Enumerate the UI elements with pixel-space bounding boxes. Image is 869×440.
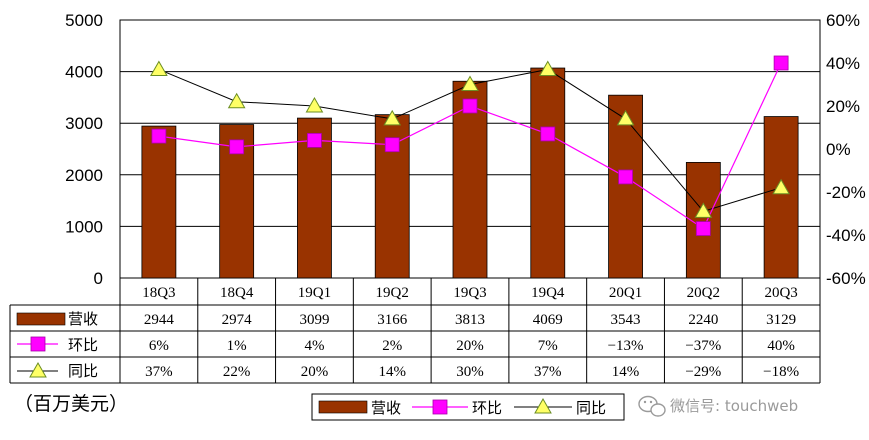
table-row-header-yoy: 同比	[68, 362, 98, 380]
left-tick-label: 1000	[65, 217, 103, 236]
watermark: 微信号: touchweb	[638, 395, 798, 417]
table-cell: 2974	[222, 312, 253, 328]
table-cell: 22%	[223, 364, 251, 380]
table-cell: −13%	[608, 338, 644, 354]
table-cell: 2944	[144, 312, 175, 328]
category-label: 20Q1	[609, 285, 642, 301]
table-cell: 7%	[538, 338, 558, 354]
left-tick-label: 2000	[65, 166, 103, 185]
table-cell: 3813	[455, 312, 485, 328]
category-label: 20Q3	[764, 285, 797, 301]
category-label: 19Q3	[453, 285, 486, 301]
left-tick-label: 5000	[65, 11, 103, 30]
category-label: 18Q3	[142, 285, 175, 301]
category-label: 19Q1	[298, 285, 331, 301]
table-cell: −37%	[685, 338, 721, 354]
left-tick-label: 0	[94, 269, 103, 288]
right-tick-label: -40%	[826, 226, 866, 245]
table-cell: 14%	[612, 364, 640, 380]
qoq-marker	[151, 128, 167, 144]
table-cell: 40%	[767, 338, 795, 354]
yoy-marker	[227, 92, 246, 109]
right-tick-label: 0%	[826, 140, 851, 159]
table-key-revenue	[16, 312, 66, 326]
table-cell: 2%	[382, 338, 402, 354]
legend: 营收 环比 同比	[311, 393, 625, 421]
table-key-qoq-marker	[30, 336, 46, 352]
table-cell: 1%	[227, 338, 247, 354]
table-row-header-qoq: 环比	[68, 336, 98, 354]
table-cell: 20%	[301, 364, 329, 380]
yoy-marker	[694, 202, 713, 218]
legend-marker-qoq	[432, 399, 448, 415]
left-tick-label: 3000	[65, 114, 103, 133]
table-cell: 3129	[766, 312, 796, 328]
yoy-marker	[616, 109, 635, 126]
yoy-marker	[305, 96, 324, 113]
right-axis: -60% -40% -20% 0% 20% 40% 60%	[826, 11, 866, 288]
table-cell: −18%	[763, 364, 799, 380]
yoy-marker	[461, 75, 479, 91]
data-table: 18Q3 18Q4 19Q1 19Q2 19Q3 19Q4 20Q1 20Q2 20Q3 营收环比…	[9, 278, 821, 384]
revenue-bar	[452, 80, 488, 279]
revenue-bar	[141, 125, 177, 279]
category-label: 20Q2	[687, 285, 720, 301]
qoq-marker	[695, 221, 711, 236]
qoq-marker	[773, 55, 789, 71]
legend-label-qoq: 环比	[472, 399, 502, 417]
revenue-bar	[219, 124, 255, 279]
ratio-lines	[150, 55, 790, 236]
legend-label-revenue: 营收	[371, 399, 401, 417]
table-cell: −29%	[685, 364, 721, 380]
table-cell: 30%	[456, 364, 484, 380]
legend-label-yoy: 同比	[576, 399, 606, 417]
yoy-marker	[150, 60, 168, 76]
watermark-text: 微信号: touchweb	[670, 397, 798, 415]
right-tick-label: -60%	[826, 269, 866, 288]
left-axis: 0 1000 2000 3000 4000 5000	[65, 11, 103, 288]
table-cell: 2240	[688, 312, 718, 328]
table-cell: 20%	[456, 338, 484, 354]
revenue-bar	[685, 162, 721, 279]
table-cell: 3543	[611, 312, 641, 328]
yoy-marker	[538, 60, 557, 76]
right-tick-label: 60%	[826, 11, 860, 30]
unit-note: （百万美元）	[14, 393, 128, 415]
qoq-marker	[307, 132, 322, 148]
table-cell: 3099	[299, 312, 329, 328]
revenue-bar	[763, 116, 799, 279]
table-cell: 37%	[145, 364, 173, 380]
qoq-marker	[462, 98, 478, 114]
table-cell: 6%	[149, 338, 169, 354]
legend-swatch-revenue	[318, 400, 368, 414]
qoq-marker	[618, 169, 633, 185]
right-tick-label: -20%	[826, 183, 866, 202]
table-cell: 37%	[534, 364, 562, 380]
right-tick-label: 40%	[826, 54, 860, 73]
table-cell: 3166	[377, 312, 408, 328]
qoq-marker	[540, 126, 556, 142]
revenue-bars	[141, 67, 799, 279]
left-tick-label: 4000	[65, 63, 103, 82]
table-cell: 4069	[533, 312, 563, 328]
yoy-marker	[772, 178, 790, 195]
table-row-header-revenue: 营收	[68, 310, 98, 328]
revenue-bar	[608, 94, 643, 279]
category-label: 19Q2	[376, 285, 409, 301]
right-tick-label: 20%	[826, 97, 860, 116]
qoq-marker	[384, 137, 400, 153]
yoy-marker	[383, 109, 402, 126]
table-cell: 4%	[304, 338, 324, 354]
table-key-yoy-marker	[29, 361, 47, 378]
legend-marker-yoy	[534, 397, 552, 414]
qoq-marker	[229, 139, 245, 155]
wechat-icon	[638, 395, 666, 417]
table-cell: 14%	[378, 364, 406, 380]
category-label: 19Q4	[531, 285, 565, 301]
category-label: 18Q4	[220, 285, 254, 301]
revenue-bar	[530, 67, 566, 279]
